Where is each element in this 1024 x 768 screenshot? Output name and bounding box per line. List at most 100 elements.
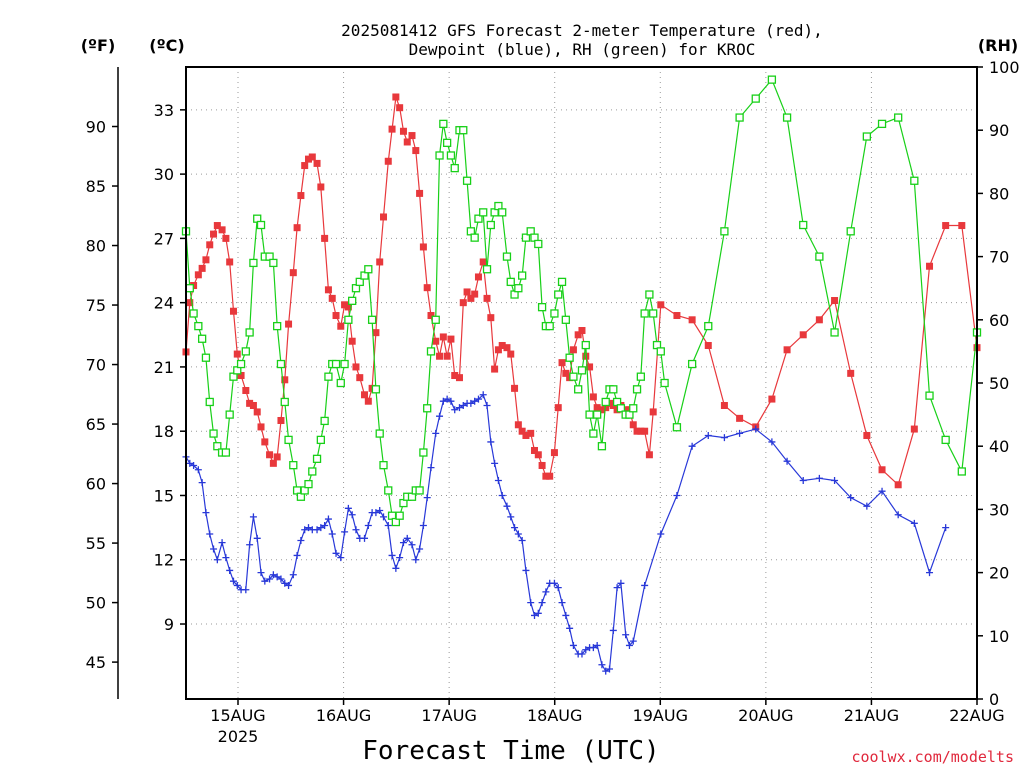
rh-point [518,271,527,280]
dewpoint-point [285,581,293,589]
dewpoint-point [436,412,444,420]
dewpoint-point [266,575,274,583]
temperature-point [186,299,194,307]
temperature-point [356,374,364,382]
fahrenheit-tick-label: 80 [86,237,106,256]
temperature-point [352,363,360,371]
temperature-point [673,312,681,320]
temperature-point [317,183,325,191]
rh-point [336,378,345,388]
rh-point [194,321,203,331]
dewpoint-point [257,569,265,577]
temperature-point [645,451,653,459]
temperature-point [202,256,210,264]
dewpoint-point [301,526,309,534]
dewpoint-point [380,513,388,521]
dewpoint-point [530,611,538,619]
rh-point [656,347,665,356]
rh-point [735,113,744,122]
temperature-point [589,393,597,401]
dewpoint-point [313,526,321,534]
rh-point [249,258,258,268]
rh-tick-label: 40 [989,437,1009,456]
rh-point [185,284,194,293]
dewpoint-point [273,573,281,581]
x-tick-label: 22AUG [949,706,1004,725]
rh-point [201,353,211,362]
dewpoint-point [538,599,546,607]
x-tick-label: 18AUG [527,706,582,725]
dewpoint-point [736,429,744,437]
rh-point [561,315,570,324]
temperature-point [633,427,641,435]
rh-point [225,410,234,419]
rh-point [236,359,246,369]
temperature-point [910,425,918,433]
dewpoint-point [344,504,352,512]
temperature-point [285,320,293,328]
dewpoint-point [439,397,447,405]
dewpoint-point [332,549,340,557]
dewpoint-point [617,579,625,587]
dewpoint-point [704,431,712,439]
temperature-point [511,384,519,392]
rh-point [284,435,293,445]
dewpoint-point [246,541,254,549]
temperature-point [768,395,776,403]
temperature-point [198,264,206,272]
temperature-point [569,346,577,354]
temperature-point [388,125,396,133]
rh-point [289,461,298,470]
dewpoint-point [416,545,424,553]
rh-point [316,435,325,445]
temperature-point [396,104,404,112]
rh-point [569,372,578,381]
rh-point [423,404,432,413]
rh-point [799,220,808,230]
chart-title-line-1: 2025081412 GFS Forecast 2-meter Temperat… [341,21,823,40]
rh-point [589,429,598,438]
dewpoint-point [578,650,586,658]
temperature-point [229,307,237,315]
rh-point [355,277,364,287]
dewpoint-point [423,494,431,502]
temperature-point [847,369,855,377]
rh-point [384,486,393,495]
dewpoint-point [324,515,332,523]
temperature-point [578,327,586,335]
temperature-point [831,297,839,305]
temperature-point [237,372,245,380]
temperature-point [293,224,301,232]
temperature-point [474,273,482,281]
dewpoint-point [186,459,194,467]
rh-point [636,372,645,381]
celsius-tick-label: 12 [154,551,174,570]
rh-point [450,163,459,173]
temperature-point [432,337,440,345]
rh-unit-label: (RH) [978,36,1018,55]
x-tick-label: 21AUG [844,706,899,725]
temperature-point [554,404,562,412]
temperature-point [344,303,352,311]
rh-point [660,378,669,388]
temperature-point [894,481,902,489]
temperature-point [447,335,455,343]
rh-point [616,404,626,413]
dewpoint-point [494,476,502,484]
dewpoint-point [527,599,535,607]
temperature-point [213,222,221,230]
dewpoint-point [427,464,435,472]
temperature-point [194,271,202,279]
dewpoint-point [218,539,226,547]
x-tick-label: 19AUG [633,706,688,725]
dewpoint-point [261,577,269,585]
dewpoint-point [625,641,633,649]
rh-point [479,208,488,217]
rh-point [554,290,563,299]
temperature-point [364,397,372,405]
x-tick-label: 16AUG [316,706,371,725]
dewpoint-point [629,637,637,645]
rh-point [426,347,436,356]
dewpoint-point [364,521,372,529]
dewpoint-point [384,521,392,529]
